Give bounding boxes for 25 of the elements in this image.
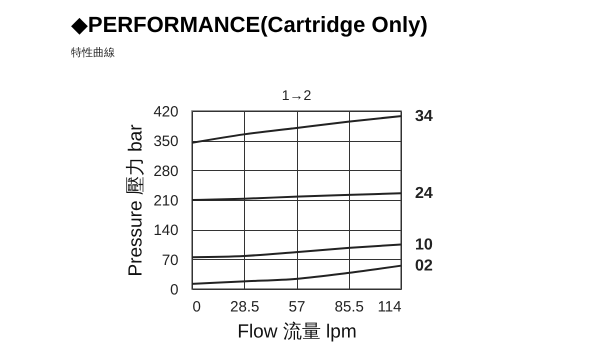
y-tick-label: 140 [153, 222, 178, 240]
x-tick-label: 57 [288, 298, 306, 316]
y-tick-label: 70 [162, 252, 178, 269]
series-label: 24 [415, 185, 433, 202]
y-tick-label: 0 [170, 282, 178, 298]
x-tick-label: 28.5 [230, 298, 260, 316]
chart-title: ◆PERFORMANCE(Cartridge Only) [70, 12, 428, 37]
text: 1→2 [282, 87, 312, 103]
y-tick-label: 420 [153, 104, 178, 120]
series-label: 34 [415, 108, 433, 126]
y-axis-title: Pressure 壓力 bar [125, 124, 146, 277]
series-label: 10 [415, 236, 433, 254]
x-tick-label: 85.5 [334, 298, 364, 316]
line-series [191, 115, 402, 144]
line-series [191, 192, 402, 201]
text: 特性曲線 [70, 46, 115, 59]
x-tick-label: 114 [378, 298, 402, 316]
y-tick-label: 210 [153, 192, 178, 210]
x-axis-title: Flow 流量 lpm [237, 320, 357, 342]
line-series [191, 264, 402, 285]
series-label: 02 [415, 258, 433, 275]
y-tick-label: 350 [153, 133, 178, 150]
line-series [191, 244, 402, 258]
y-tick-label: 280 [153, 162, 178, 180]
x-tick-label: 0 [192, 298, 201, 316]
